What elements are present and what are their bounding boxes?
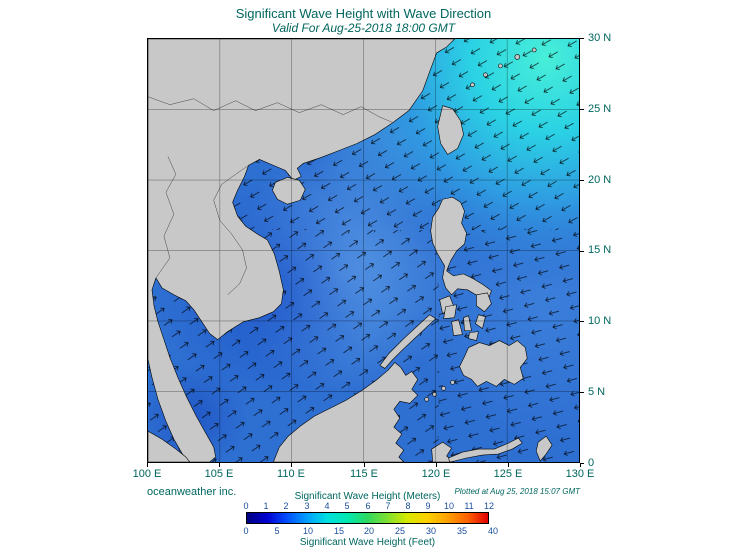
meters-tick: 11: [464, 501, 474, 511]
axis-tick: [436, 463, 437, 467]
landmass-borneo: [273, 362, 419, 462]
axis-tick: [580, 392, 584, 393]
axis-tick: [147, 463, 148, 467]
landmass-leyte: [475, 314, 486, 329]
axis-tick: [580, 109, 584, 110]
grid-lines: [148, 39, 579, 462]
island-sulu: [441, 386, 446, 391]
valid-time-subtitle: Valid For Aug-25-2018 18:00 GMT: [271, 21, 456, 35]
meters-tick: 2: [283, 501, 289, 511]
landmasses: [148, 39, 553, 462]
landmass-panay: [443, 304, 457, 319]
landmass-mindanao: [459, 340, 528, 387]
meters-tick: 4: [324, 501, 330, 511]
axis-tick: [580, 38, 584, 39]
landmass-sumatra: [148, 430, 191, 462]
landmass-sulawesi-west: [431, 441, 454, 462]
meters-tick: 3: [304, 501, 310, 511]
landmass-samar: [476, 292, 492, 313]
lat-label: 25 N: [588, 103, 612, 115]
lat-label: 20 N: [588, 174, 612, 186]
landmass-hainan: [272, 177, 306, 205]
island-ryukyu: [531, 47, 537, 53]
feet-tick: 20: [363, 526, 375, 536]
lon-label: 105 E: [204, 468, 234, 480]
axis-tick: [580, 251, 584, 252]
meters-tick: 8: [405, 501, 411, 511]
meters-tick: 0: [243, 501, 249, 511]
meters-tick: 1: [263, 501, 269, 511]
legend-meters-label: Significant Wave Height (Meters): [294, 491, 441, 502]
feet-tick: 35: [456, 526, 468, 536]
meters-tick: 5: [344, 501, 350, 511]
legend-feet-label: Significant Wave Height (Feet): [299, 537, 436, 548]
country-borders: [148, 96, 393, 295]
axis-tick: [580, 463, 584, 464]
axis-tick: [219, 463, 220, 467]
island-ryukyu: [470, 82, 475, 88]
island-sulu: [450, 380, 455, 385]
landmass-cebu: [463, 315, 472, 331]
landmass-taiwan: [437, 105, 464, 155]
feet-tick: 5: [274, 526, 280, 536]
island-ryukyu: [498, 63, 503, 69]
lat-label: 0: [588, 457, 595, 469]
island-ryukyu: [514, 54, 521, 60]
island-sulu: [432, 392, 437, 397]
lat-label: 15 N: [588, 244, 612, 256]
lon-label: 125 E: [493, 468, 523, 480]
lon-label: 100 E: [132, 468, 162, 480]
lat-label: 30 N: [588, 32, 612, 44]
landmass-asia-mainland: [148, 39, 455, 462]
lon-label: 120 E: [421, 468, 451, 480]
map-frame: [147, 38, 580, 463]
axis-tick: [291, 463, 292, 467]
feet-tick: 30: [425, 526, 437, 536]
axis-tick: [364, 463, 365, 467]
landmass-palawan: [379, 314, 436, 369]
island-ryukyu: [483, 72, 488, 78]
feet-tick: 15: [333, 526, 345, 536]
feet-tick: 0: [243, 526, 249, 536]
lon-label: 115 E: [350, 468, 378, 480]
axis-tick: [508, 463, 509, 467]
island-sulu: [424, 397, 429, 402]
feet-tick: 40: [487, 526, 499, 536]
meters-tick: 6: [365, 501, 371, 511]
lon-label: 130 E: [565, 468, 595, 480]
landmass-luzon: [430, 196, 492, 300]
axis-tick: [580, 463, 581, 467]
wave-height-colorbar: [246, 512, 489, 524]
landmass-sulawesi-arm: [448, 437, 523, 462]
meters-tick: 7: [385, 501, 391, 511]
lat-label: 10 N: [588, 315, 612, 327]
axis-tick: [580, 321, 584, 322]
meters-tick: 9: [425, 501, 431, 511]
oceanweather-credit: oceanweather inc.: [147, 486, 237, 498]
meters-tick: 10: [443, 501, 455, 511]
plotted-at-text: Plotted at Aug 25, 2018 15:07 GMT: [454, 487, 580, 496]
axis-tick: [580, 180, 584, 181]
lat-label: 5 N: [588, 386, 606, 398]
feet-tick: 10: [302, 526, 314, 536]
lon-label: 110 E: [277, 468, 305, 480]
landmass-bohol: [468, 331, 479, 341]
meters-tick: 12: [483, 501, 495, 511]
landmass-halmahera: [535, 435, 553, 462]
page-title: Significant Wave Height with Wave Direct…: [235, 6, 492, 21]
map-canvas: [148, 39, 579, 462]
feet-tick: 25: [394, 526, 406, 536]
landmass-negros: [451, 319, 463, 336]
